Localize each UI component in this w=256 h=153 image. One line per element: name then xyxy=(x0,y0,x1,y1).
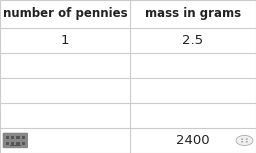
Text: 1: 1 xyxy=(61,34,69,47)
Circle shape xyxy=(246,141,248,142)
Circle shape xyxy=(236,135,253,146)
Bar xyxy=(6,136,9,139)
Text: mass in grams: mass in grams xyxy=(145,7,241,20)
Bar xyxy=(11,136,14,139)
Bar xyxy=(6,142,9,145)
Circle shape xyxy=(246,138,248,140)
Circle shape xyxy=(241,141,243,142)
Bar xyxy=(11,142,14,145)
Bar xyxy=(16,142,20,145)
Circle shape xyxy=(241,138,243,140)
FancyBboxPatch shape xyxy=(3,133,28,148)
Bar xyxy=(22,142,25,145)
Text: 2.5: 2.5 xyxy=(183,34,204,47)
Bar xyxy=(10,145,20,146)
Bar xyxy=(16,136,20,139)
Text: 2400: 2400 xyxy=(176,134,210,147)
Bar xyxy=(22,136,25,139)
Text: number of pennies: number of pennies xyxy=(3,7,127,20)
